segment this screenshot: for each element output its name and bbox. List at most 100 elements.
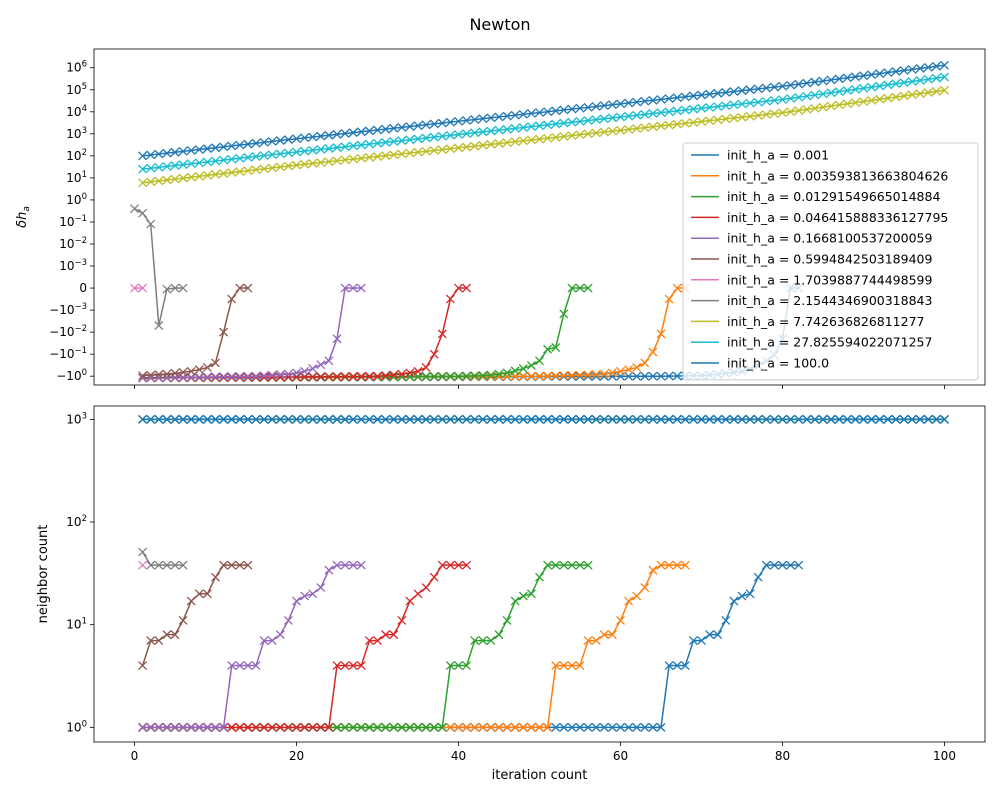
data-point xyxy=(283,161,293,171)
data-point xyxy=(389,123,399,133)
data-point xyxy=(656,414,666,424)
data-point xyxy=(462,661,472,671)
data-point xyxy=(397,136,407,146)
data-point xyxy=(875,94,885,104)
data-point xyxy=(640,96,650,106)
x-axis-label: iteration count xyxy=(492,768,588,783)
legend-entry: init_h_a = 0.001 xyxy=(727,148,829,163)
data-point xyxy=(915,414,925,424)
x-tick-label: 20 xyxy=(289,749,304,763)
data-point xyxy=(300,414,310,424)
data-point xyxy=(259,137,269,147)
data-point xyxy=(283,414,293,424)
data-point xyxy=(243,371,253,381)
data-point xyxy=(462,142,472,152)
data-point xyxy=(656,108,666,118)
data-point xyxy=(786,93,796,103)
data-point xyxy=(389,150,399,160)
series-1 xyxy=(138,560,804,732)
y-axis: 106 105 104 103 102 101 100 10−1 10−2 10−3 0 −10−3 −… xyxy=(49,60,94,383)
data-point xyxy=(445,294,455,304)
data-point xyxy=(454,371,463,381)
data-point xyxy=(186,172,196,182)
data-point xyxy=(535,108,544,118)
axes-frame xyxy=(93,48,986,386)
data-point xyxy=(470,371,480,381)
data-point xyxy=(462,115,472,125)
data-point xyxy=(632,97,642,107)
y-tick-label: 10−1 xyxy=(59,214,87,229)
data-point xyxy=(729,596,739,606)
data-point xyxy=(275,630,285,640)
data-point xyxy=(421,146,431,156)
data-point xyxy=(340,560,350,570)
data-point xyxy=(859,414,868,424)
data-point xyxy=(535,121,544,131)
data-point xyxy=(567,661,577,671)
series-6 xyxy=(138,283,253,381)
data-point xyxy=(535,371,544,381)
data-point xyxy=(850,84,860,94)
data-point xyxy=(267,636,277,646)
data-point xyxy=(445,414,455,424)
data-point xyxy=(648,109,658,118)
y-tick-label: 0 xyxy=(79,281,87,295)
data-point xyxy=(202,144,212,154)
data-point xyxy=(405,135,415,145)
data-point xyxy=(705,630,715,640)
data-point xyxy=(883,80,893,90)
data-point xyxy=(567,370,577,380)
data-point xyxy=(381,151,391,161)
data-point xyxy=(267,136,277,146)
data-point xyxy=(162,148,172,158)
data-point xyxy=(413,366,423,376)
data-point xyxy=(300,366,310,376)
data-point xyxy=(356,722,366,732)
data-point xyxy=(308,414,318,424)
data-point xyxy=(259,151,269,161)
data-point xyxy=(891,67,901,76)
data-point xyxy=(931,414,941,424)
data-point xyxy=(178,146,188,156)
data-point xyxy=(275,136,285,145)
data-point xyxy=(535,134,544,144)
data-point xyxy=(486,370,496,380)
data-point xyxy=(672,371,682,381)
data-point xyxy=(494,722,504,732)
data-point xyxy=(688,414,698,424)
data-point xyxy=(283,369,293,379)
data-point xyxy=(478,140,488,150)
data-point xyxy=(178,414,188,424)
data-point xyxy=(518,136,528,146)
data-point xyxy=(753,414,763,424)
data-point xyxy=(559,560,569,570)
data-point xyxy=(624,365,634,375)
data-point xyxy=(445,144,455,154)
data-point xyxy=(640,123,650,133)
data-point xyxy=(332,143,342,153)
data-point xyxy=(251,414,261,424)
data-point xyxy=(364,371,374,381)
data-point xyxy=(397,369,407,379)
data-point xyxy=(373,636,382,646)
data-point xyxy=(154,321,164,330)
data-point xyxy=(364,414,374,424)
series-line xyxy=(142,287,467,379)
data-point xyxy=(454,722,463,732)
data-point xyxy=(599,722,609,732)
data-point xyxy=(454,560,463,570)
data-point xyxy=(316,144,326,154)
data-point xyxy=(778,414,787,424)
data-point xyxy=(235,153,245,163)
data-point xyxy=(761,83,771,93)
data-point xyxy=(818,76,828,86)
data-point xyxy=(940,72,949,82)
data-point xyxy=(486,126,496,136)
series-6 xyxy=(138,560,253,671)
data-point xyxy=(567,372,577,381)
data-point xyxy=(348,154,358,164)
data-point xyxy=(373,371,382,381)
data-point xyxy=(575,372,585,381)
data-point xyxy=(648,565,658,575)
data-point xyxy=(551,560,561,570)
